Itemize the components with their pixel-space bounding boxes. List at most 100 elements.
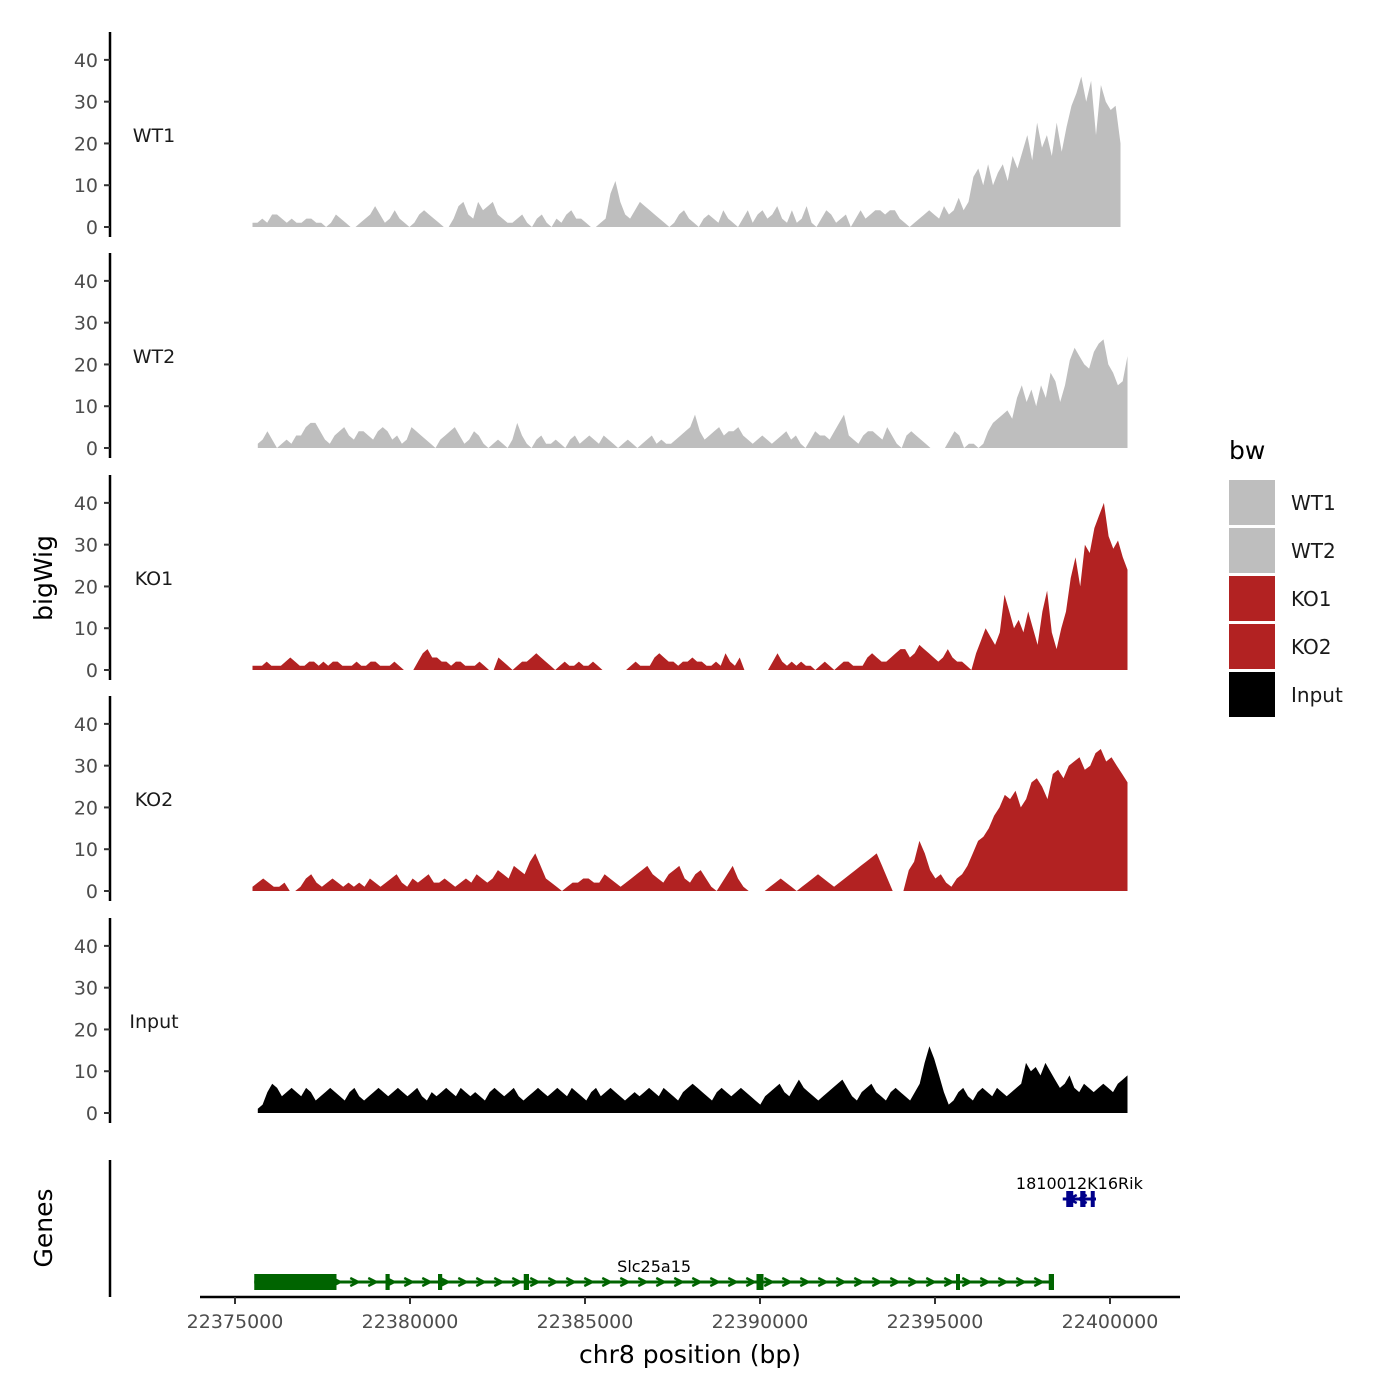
legend: bw WT1 WT2 KO1 KO2 Input [1229,436,1343,717]
strand-arrow [691,1276,704,1288]
legend-entry-wt1: WT1 [1229,480,1336,525]
strand-arrow [475,1276,488,1288]
y-tick-label: 0 [86,438,98,460]
legend-label: KO1 [1291,587,1332,611]
strand-arrow [403,1276,416,1288]
legend-label: WT2 [1291,539,1336,563]
y-tick-label: 40 [74,493,98,515]
strand-arrow [511,1276,524,1288]
strand-arrow [583,1276,596,1288]
x-axis-title: chr8 position (bp) [579,1340,801,1369]
gene-exon [956,1274,960,1290]
y-tick-label: 30 [74,92,98,114]
coverage-area [257,339,1128,448]
strand-arrow [421,1276,434,1288]
strand-arrow [601,1276,614,1288]
strand-arrow [709,1276,722,1288]
legend-entry-input: Input [1229,672,1343,717]
strand-arrow [565,1276,578,1288]
strand-arrow [961,1276,974,1288]
y-tick-label: 0 [86,217,98,239]
legend-label: Input [1291,683,1343,707]
y-tick-label: 30 [74,756,98,778]
strand-arrow [907,1276,920,1288]
legend-entry-ko2: KO2 [1229,624,1332,669]
gene-label: 1810012K16Rik [1016,1174,1144,1193]
track-input: 0 10 20 30 40 Input [74,918,1128,1125]
gene-slc25a15: Slc25a15 [254,1257,1054,1290]
y-tick-label: 30 [74,978,98,1000]
strand-arrow [439,1276,452,1288]
strand-arrow [1015,1276,1028,1288]
x-tick-label: 22380000 [362,1311,459,1333]
x-tick-label: 22375000 [187,1311,284,1333]
strand-arrow [349,1276,362,1288]
gene-1810012k16rik: 1810012K16Rik [1016,1174,1144,1207]
legend-label: KO2 [1291,635,1332,659]
strand-arrow [781,1276,794,1288]
track-wt2: 0 10 20 30 40 WT2 [74,253,1128,460]
y-tick-label: 10 [74,175,98,197]
gene-exon [1080,1191,1086,1207]
track-label: WT1 [133,125,175,147]
gene-utr [254,1274,337,1290]
strand-arrow [889,1276,902,1288]
gene-exon [756,1274,764,1290]
x-axis: 22375000 22380000 22385000 22390000 22395000… [187,1295,1180,1333]
y-tick-label: 0 [86,1103,98,1125]
legend-entry-wt2: WT2 [1229,528,1336,573]
y-tick-label: 20 [74,1019,98,1041]
y-tick-label: 20 [74,576,98,598]
strand-arrow [619,1276,632,1288]
strand-arrow [637,1276,650,1288]
legend-swatch [1229,480,1275,525]
legend-swatch [1229,528,1275,573]
gene-exon [438,1274,443,1290]
gene-label: Slc25a15 [617,1257,691,1276]
strand-arrow [871,1276,884,1288]
legend-swatch [1229,624,1275,669]
gene-exon [523,1274,529,1290]
gene-exon [1066,1191,1074,1207]
strand-arrow [799,1276,812,1288]
strand-arrow [529,1276,542,1288]
track-label: WT2 [133,346,175,368]
y-tick-label: 0 [86,881,98,903]
gene-exon [1090,1191,1095,1207]
gene-exon [385,1274,390,1290]
y-tick-label: 40 [74,50,98,72]
y-tick-label: 0 [86,660,98,682]
strand-arrow [817,1276,830,1288]
gene-track: Slc25a15 1810012K16Rik [108,1160,1144,1297]
x-tick-label: 22390000 [712,1311,809,1333]
y-tick-label: 40 [74,271,98,293]
x-tick-label: 22395000 [887,1311,984,1333]
track-label: KO2 [135,789,173,811]
y-tick-label: 10 [74,1061,98,1083]
y-tick-label: 10 [74,839,98,861]
coverage-area [252,76,1121,227]
y-tick-label: 30 [74,313,98,335]
strand-arrow [943,1276,956,1288]
x-tick-label: 22385000 [537,1311,634,1333]
strand-arrow [655,1276,668,1288]
strand-arrow [547,1276,560,1288]
strand-arrow [493,1276,506,1288]
strand-arrow [979,1276,992,1288]
x-tick-label: 22400000 [1062,1311,1159,1333]
legend-entry-ko1: KO1 [1229,576,1332,621]
legend-label: WT1 [1291,491,1336,515]
y-tick-label: 40 [74,714,98,736]
y-axis-title: bigWig [29,535,58,621]
y-tick-label: 10 [74,396,98,418]
strand-arrow [853,1276,866,1288]
coverage-area [257,1046,1128,1113]
track-label: KO1 [135,568,173,590]
strand-arrow [673,1276,686,1288]
y-tick-label: 20 [74,354,98,376]
track-wt1: 0 10 20 30 40 WT1 [74,32,1121,239]
strand-arrow [367,1276,380,1288]
y-tick-label: 20 [74,133,98,155]
coverage-area [252,749,1128,891]
